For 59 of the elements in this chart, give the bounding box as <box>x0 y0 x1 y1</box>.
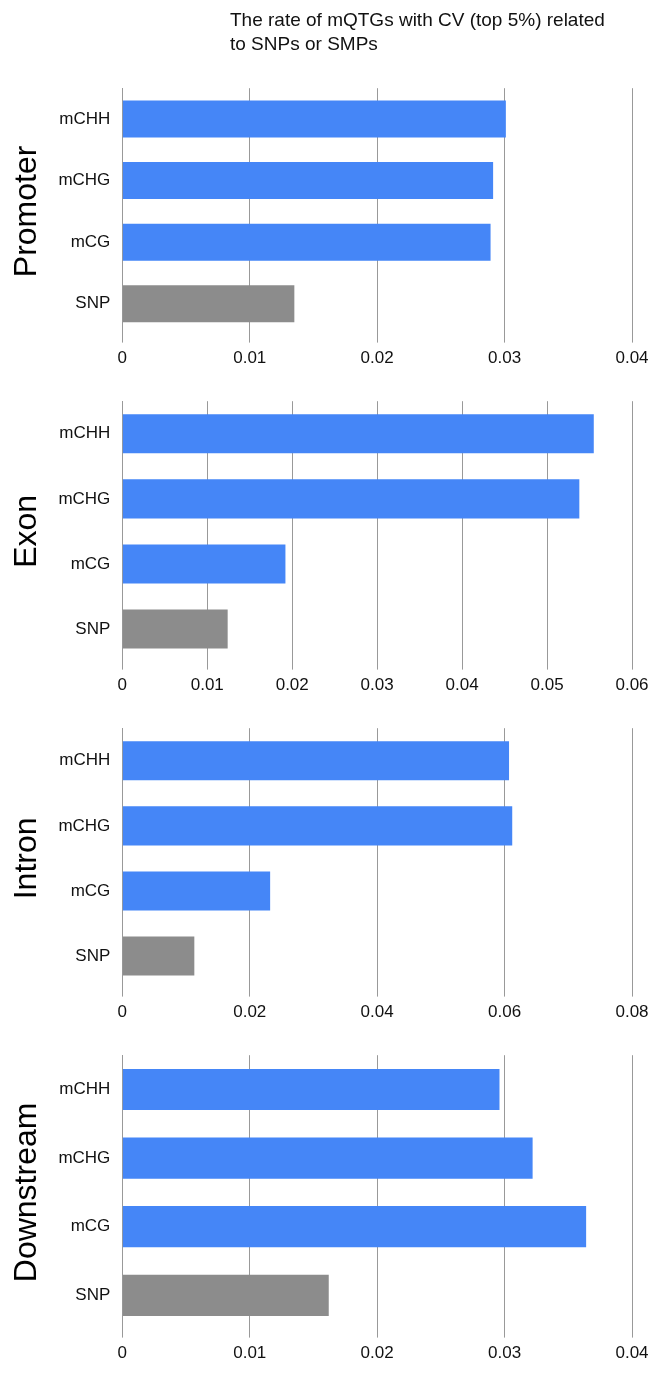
x-tick-label: 0.01 <box>190 675 224 695</box>
y-tick-label: SNP <box>75 945 111 965</box>
bar <box>122 1206 587 1248</box>
y-tick-label: mCHG <box>58 488 111 508</box>
bar <box>122 285 295 323</box>
x-tick-label: 0.04 <box>445 675 479 695</box>
x-tick-label: 0.05 <box>530 675 564 695</box>
y-tick-label: mCG <box>70 880 111 900</box>
x-tick-label: 0.01 <box>233 348 267 368</box>
y-tick-label: mCHG <box>58 1147 111 1167</box>
y-tick-label: mCHH <box>59 108 111 128</box>
x-tick-label: 0.03 <box>488 348 522 368</box>
y-tick-label: SNP <box>75 618 111 638</box>
x-tick-label: 0 <box>117 1343 128 1363</box>
x-tick-label: 0 <box>117 1002 128 1022</box>
x-tick-label: 0 <box>117 675 128 695</box>
x-tick-label: 0 <box>117 348 128 368</box>
x-tick-label: 0.04 <box>615 1343 649 1363</box>
bar <box>122 479 580 519</box>
y-axis-title: Exon <box>7 494 44 568</box>
x-tick-label: 0.08 <box>615 1002 649 1022</box>
bar <box>122 414 594 454</box>
y-tick-label: mCG <box>70 553 111 573</box>
x-tick-label: 0.04 <box>360 1002 394 1022</box>
y-tick-label: SNP <box>75 293 111 313</box>
x-tick-label: 0.02 <box>275 675 309 695</box>
y-tick-label: mCG <box>70 1216 111 1236</box>
bar <box>122 544 286 584</box>
bar <box>122 871 271 911</box>
y-axis-title: Promoter <box>7 145 44 278</box>
x-tick-label: 0.02 <box>360 348 394 368</box>
x-tick-label: 0.04 <box>615 348 649 368</box>
bar <box>122 806 513 846</box>
bar <box>122 1068 500 1111</box>
y-tick-label: mCG <box>70 231 111 251</box>
bar <box>122 1137 533 1179</box>
x-tick-label: 0.02 <box>233 1002 267 1022</box>
bar <box>122 100 506 138</box>
y-tick-label: mCHH <box>59 1079 111 1099</box>
y-axis-title: Intron <box>7 817 44 900</box>
y-tick-label: mCHH <box>59 423 111 443</box>
y-tick-label: mCHG <box>58 170 111 190</box>
bar <box>122 162 494 200</box>
x-tick-label: 0.03 <box>488 1343 522 1363</box>
bar <box>122 223 491 261</box>
bar <box>122 609 228 649</box>
x-tick-label: 0.02 <box>360 1343 394 1363</box>
y-tick-label: mCHH <box>59 750 111 770</box>
bar <box>122 741 510 781</box>
x-tick-label: 0.06 <box>615 675 649 695</box>
x-tick-label: 0.03 <box>360 675 394 695</box>
y-tick-label: SNP <box>75 1284 111 1304</box>
y-tick-label: mCHG <box>58 815 111 835</box>
bar <box>122 1274 329 1316</box>
x-tick-label: 0.01 <box>233 1343 267 1363</box>
y-axis-title: Downstream <box>7 1102 44 1283</box>
x-tick-label: 0.06 <box>488 1002 522 1022</box>
chart-title: The rate of mQTGs with CV (top 5%) related to SNPs or SMPs <box>229 8 606 56</box>
bar <box>122 936 195 976</box>
